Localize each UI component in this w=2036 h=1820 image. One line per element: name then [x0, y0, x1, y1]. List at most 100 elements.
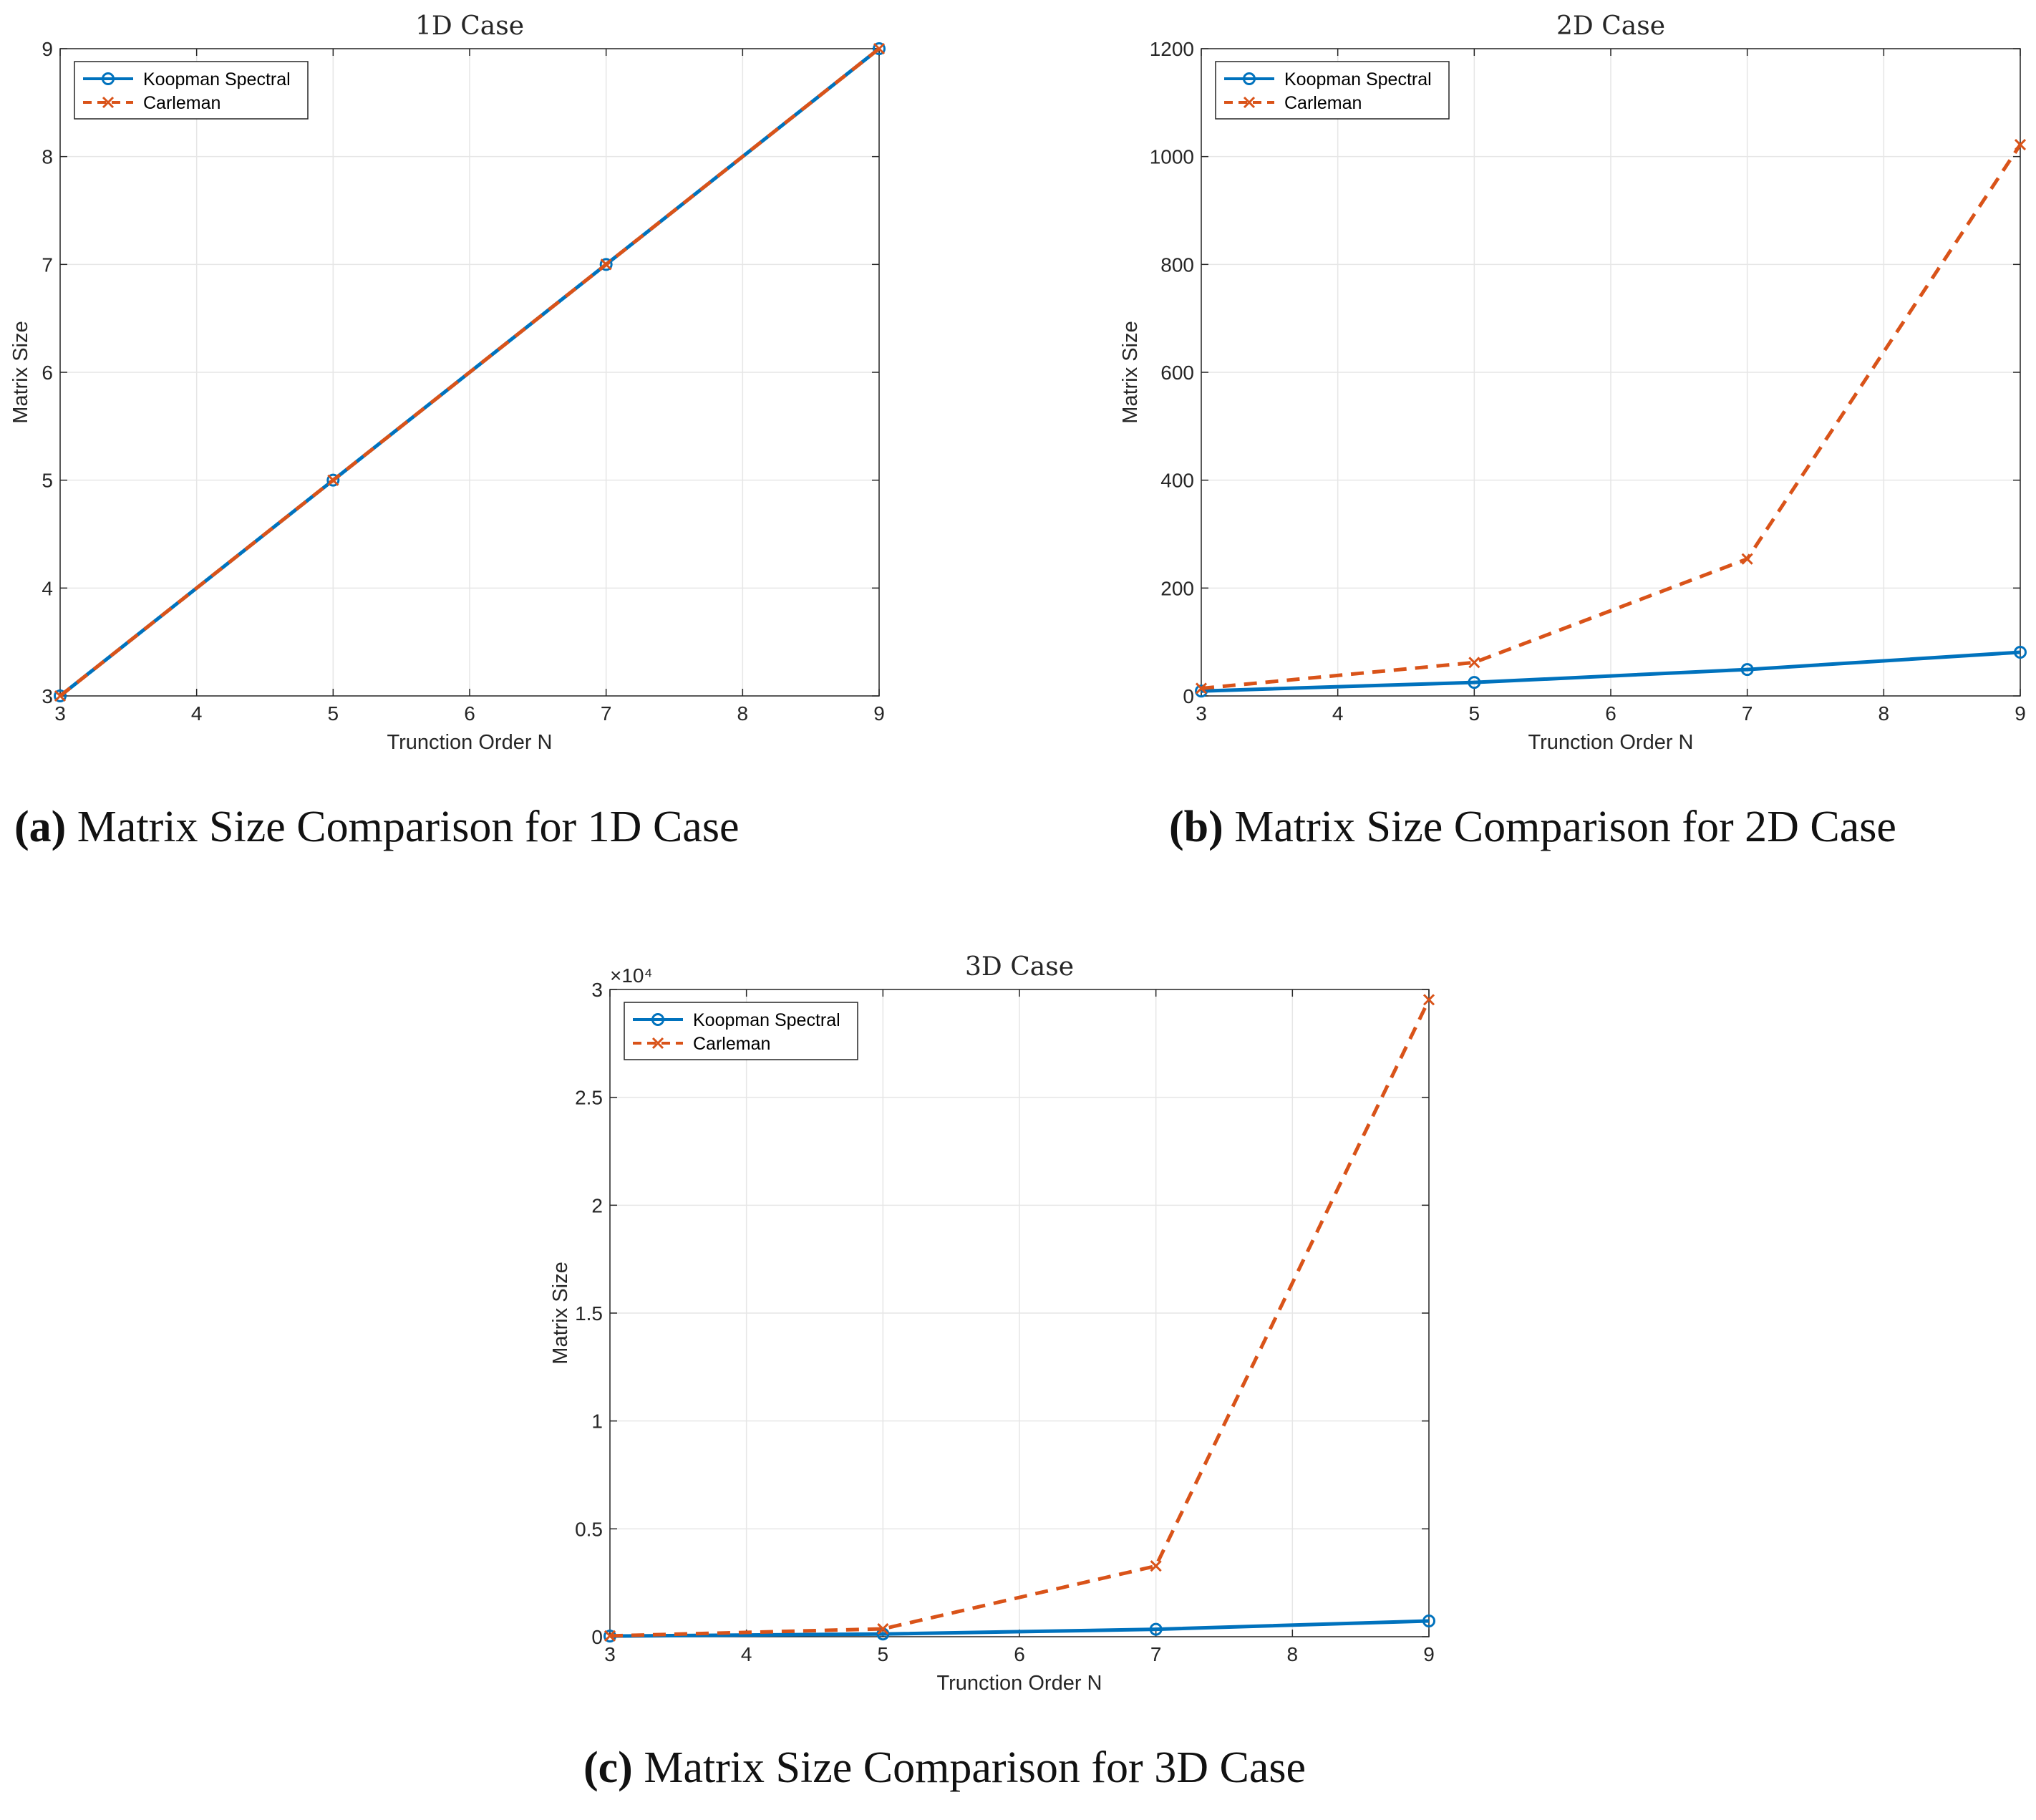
- legend-box: [1215, 61, 1450, 120]
- y-tick-label: 600: [1160, 362, 1194, 384]
- y-exponent-label: ×10⁴: [610, 964, 653, 987]
- chart-3d: 3 4 5 6 7 8 9 0 0.5 1 1.5 2 2.5 3 ×10⁴ 3D Case Trunction…: [549, 952, 1435, 1695]
- x-tick-label: 9: [873, 702, 885, 725]
- y-axis-label: Matrix Size: [9, 321, 32, 423]
- data-point: [1740, 663, 1754, 677]
- y-tick-label: 9: [42, 38, 53, 60]
- legend-item: Carleman: [83, 93, 220, 113]
- y-tick-label: 800: [1160, 253, 1194, 276]
- series-line: [1201, 143, 2022, 690]
- legend: Koopman Spectral Carleman: [74, 61, 309, 120]
- x-tick-label: 7: [601, 702, 612, 725]
- legend-label: Koopman Spectral: [1284, 69, 1432, 89]
- legend-label: Carleman: [143, 93, 220, 113]
- data-point: [1149, 1622, 1163, 1636]
- y-tick-label: 5: [42, 470, 53, 492]
- legend-item: Carleman: [1224, 93, 1362, 113]
- data-point: [877, 1623, 889, 1635]
- x-tick-label: 5: [328, 702, 339, 725]
- caption-c-label: (c): [583, 1743, 633, 1792]
- x-tick-label: 7: [1742, 702, 1753, 725]
- data-point: [54, 689, 67, 702]
- chart-title: 2D Case: [1556, 11, 1665, 41]
- x-tick-label: 5: [1469, 702, 1480, 725]
- legend-label: Carleman: [1284, 93, 1362, 113]
- y-tick-label: 4: [42, 577, 53, 599]
- data-point: [1468, 676, 1481, 689]
- series-line: [609, 1619, 1430, 1638]
- x-tick-label: 5: [878, 1643, 889, 1665]
- y-tick-label: 0.5: [575, 1518, 603, 1540]
- x-tick-label: 4: [191, 702, 203, 725]
- x-axis-label: Trunction Order N: [1528, 731, 1694, 754]
- y-tick-label: 1.5: [575, 1302, 603, 1325]
- data-point: [1468, 657, 1480, 669]
- legend-item: Koopman Spectral: [633, 1010, 840, 1030]
- y-tick-label: 2.5: [575, 1087, 603, 1109]
- x-tick-label: 9: [2015, 702, 2026, 725]
- series-carleman: [603, 994, 1435, 1642]
- data-point: [1195, 684, 1208, 698]
- series-line: [1201, 650, 2021, 693]
- x-tick-label: 6: [1014, 1643, 1025, 1665]
- y-tick-label: 6: [42, 362, 53, 384]
- data-point: [1741, 553, 1753, 565]
- series-line: [609, 999, 1431, 1638]
- legend-marker: [102, 72, 115, 85]
- data-point: [873, 42, 886, 55]
- x-tick-label: 8: [1287, 1643, 1299, 1665]
- chart-2d: 3 4 5 6 7 8 9 0 200 400 600 800 1000 1200 2D Case Trunc…: [1119, 11, 2027, 754]
- legend-item: Carleman: [633, 1034, 770, 1054]
- y-tick-label: 1: [591, 1410, 603, 1433]
- y-tick-label: 2: [591, 1194, 603, 1216]
- data-point: [599, 258, 613, 271]
- x-axis-label: Trunction Order N: [387, 731, 553, 754]
- x-tick-label: 3: [604, 1643, 616, 1665]
- data-point: [327, 474, 339, 486]
- x-tick-label: 8: [1879, 702, 1890, 725]
- y-tick-label: 3: [591, 979, 603, 1001]
- legend-label: Carleman: [693, 1034, 770, 1054]
- data-point: [873, 42, 886, 55]
- x-tick-label: 4: [1332, 702, 1344, 725]
- y-tick-label: 1000: [1150, 146, 1194, 168]
- caption-a-text: Matrix Size Comparison for 1D Case: [66, 803, 740, 851]
- y-tick-label: 200: [1160, 577, 1194, 599]
- caption-b: (b) Matrix Size Comparison for 2D Case: [1169, 802, 1896, 853]
- legend-box: [74, 61, 309, 120]
- y-tick-label: 3: [42, 685, 53, 707]
- data-point: [54, 689, 67, 702]
- legend: Koopman Spectral Carleman: [1215, 61, 1450, 120]
- x-tick-label: 8: [737, 702, 749, 725]
- y-tick-label: 0: [1183, 685, 1194, 707]
- x-tick-label: 9: [1423, 1643, 1435, 1665]
- legend-marker: [651, 1013, 664, 1026]
- y-tick-label: 1200: [1150, 38, 1194, 60]
- legend-marker: [102, 96, 115, 109]
- x-tick-label: 3: [54, 702, 66, 725]
- data-point: [1150, 1560, 1162, 1572]
- series-line: [59, 47, 881, 697]
- caption-c: (c) Matrix Size Comparison for 3D Case: [583, 1743, 1306, 1794]
- y-tick-label: 0: [591, 1626, 603, 1648]
- series-carleman: [54, 42, 886, 702]
- series-koopman-spectral: [1195, 645, 2027, 698]
- caption-c-text: Matrix Size Comparison for 3D Case: [632, 1743, 1306, 1792]
- data-point: [2014, 139, 2027, 151]
- legend-marker: [1243, 96, 1256, 109]
- x-tick-label: 4: [741, 1643, 752, 1665]
- y-axis-label: Matrix Size: [549, 1262, 572, 1364]
- caption-a-label: (a): [14, 803, 67, 851]
- data-point: [600, 258, 612, 271]
- y-axis-label: Matrix Size: [1119, 321, 1142, 423]
- chart-title: 3D Case: [965, 952, 1074, 982]
- legend-box: [624, 1002, 858, 1060]
- caption-a: (a) Matrix Size Comparison for 1D Case: [14, 802, 739, 853]
- data-point: [1195, 682, 1208, 694]
- data-point: [603, 1630, 616, 1642]
- x-tick-label: 7: [1150, 1643, 1162, 1665]
- x-axis-label: Trunction Order N: [937, 1672, 1102, 1695]
- y-tick-label: 7: [42, 253, 53, 276]
- legend-label: Koopman Spectral: [693, 1010, 840, 1030]
